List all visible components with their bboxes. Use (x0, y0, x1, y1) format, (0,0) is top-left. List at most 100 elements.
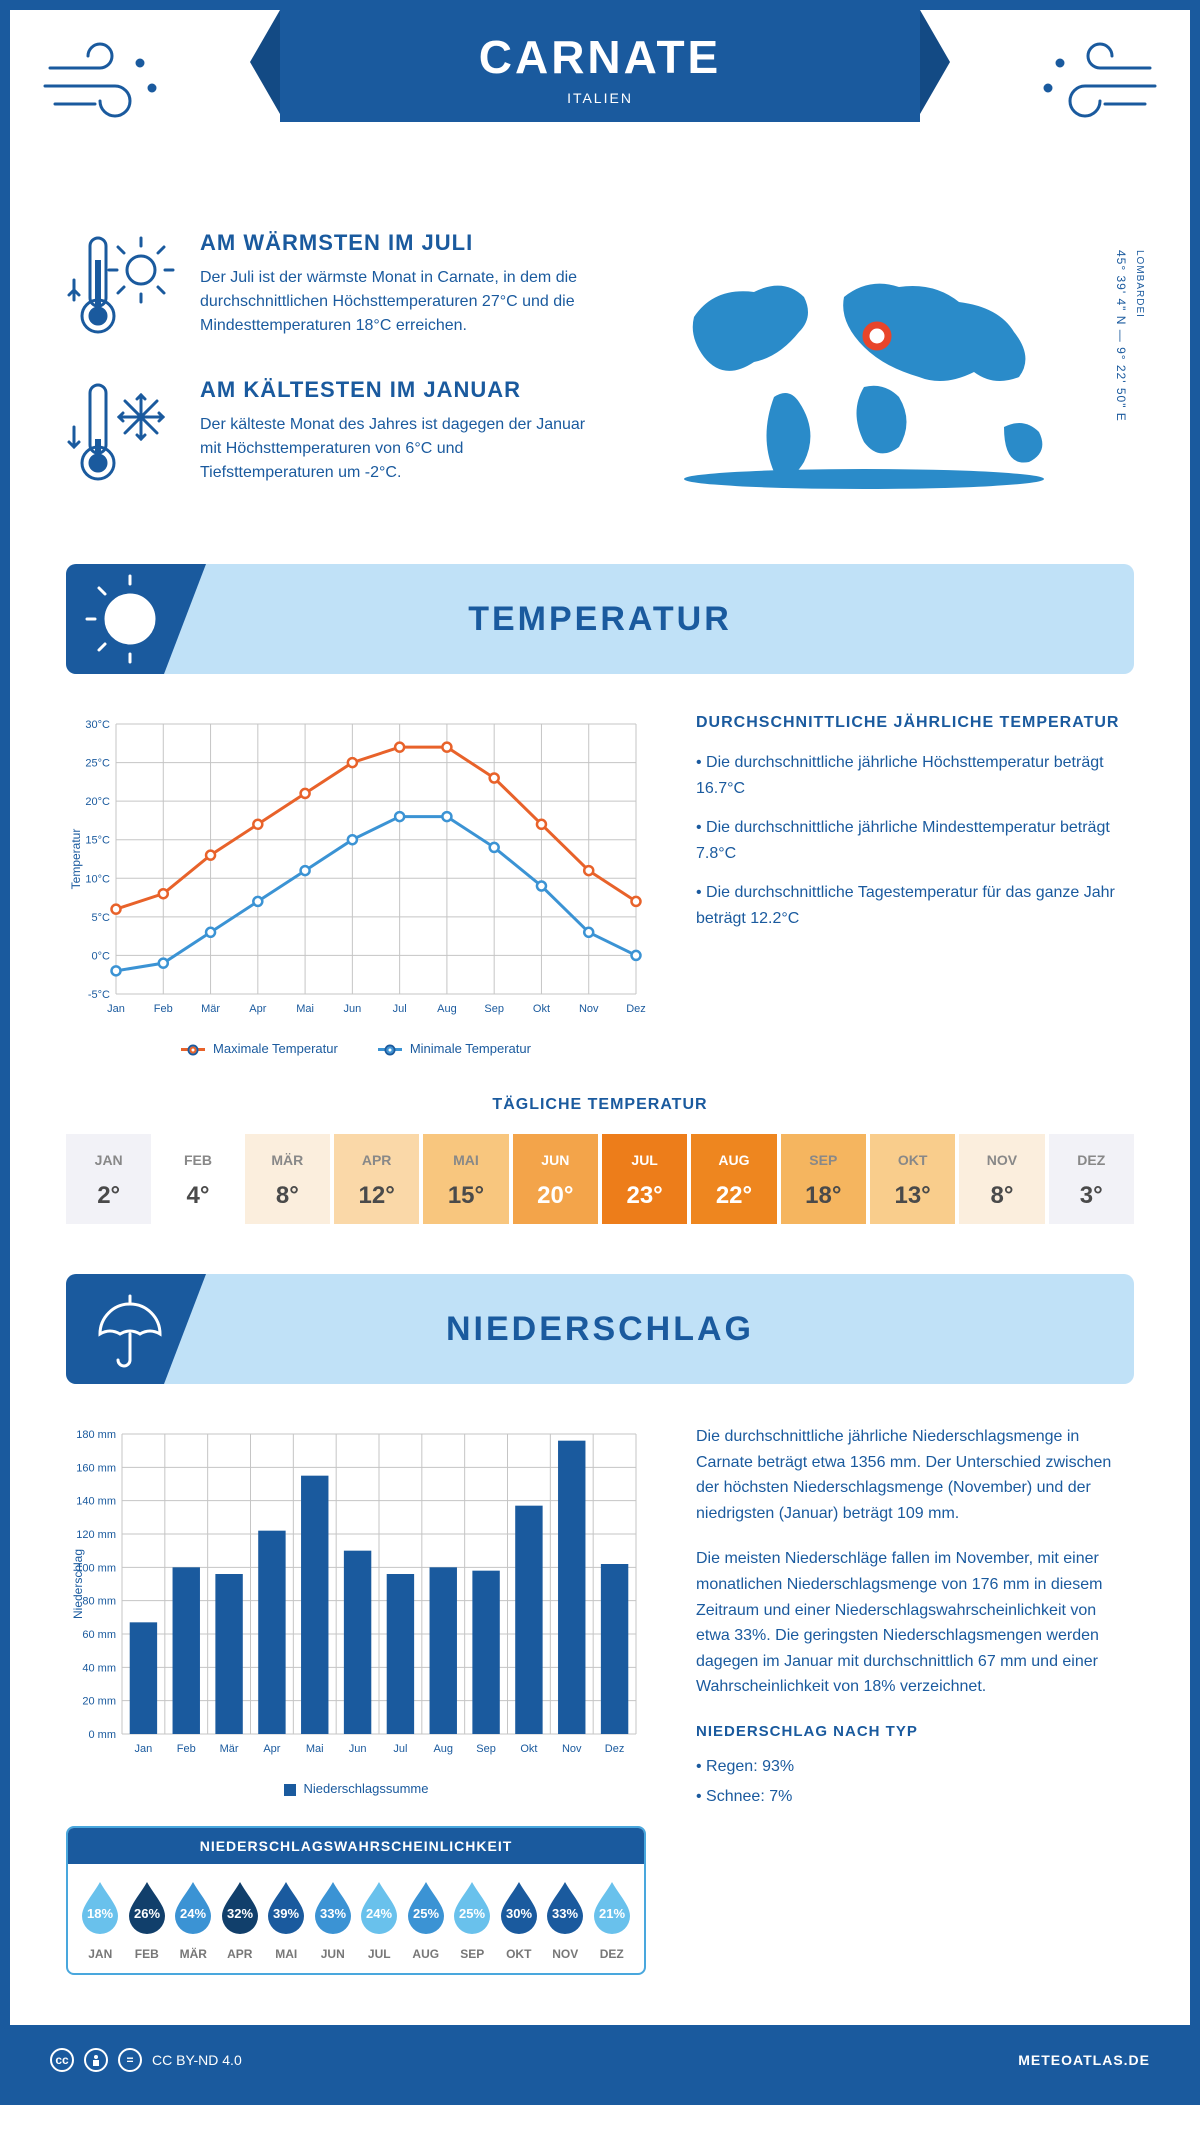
svg-text:80 mm: 80 mm (82, 1596, 116, 1608)
svg-text:Nov: Nov (562, 1743, 582, 1755)
svg-text:39%: 39% (273, 1906, 299, 1921)
precip-legend-label: Niederschlagssumme (304, 1781, 429, 1796)
svg-text:25%: 25% (459, 1906, 485, 1921)
svg-text:120 mm: 120 mm (76, 1529, 116, 1541)
prob-drop: 39%MAI (264, 1880, 309, 1961)
temperature-banner: TEMPERATUR (66, 564, 1134, 674)
svg-text:Nov: Nov (579, 1003, 599, 1015)
by-icon (84, 2048, 108, 2072)
svg-text:60 mm: 60 mm (82, 1629, 116, 1641)
temperature-line-chart: -5°C0°C5°C10°C15°C20°C25°C30°CJanFebMärA… (66, 714, 646, 1056)
prob-drop: 30%OKT (497, 1880, 542, 1961)
svg-text:Jul: Jul (393, 1003, 407, 1015)
temp-summary-title: DURCHSCHNITTLICHE JÄHRLICHE TEMPERATUR (696, 714, 1134, 732)
fact-warm-text: Der Juli ist der wärmste Monat in Carnat… (200, 266, 600, 338)
svg-text:Jun: Jun (349, 1743, 367, 1755)
daily-cell: AUG22° (691, 1134, 776, 1224)
svg-text:21%: 21% (599, 1906, 625, 1921)
prob-drop: 25%SEP (450, 1880, 495, 1961)
prob-title: NIEDERSCHLAGSWAHRSCHEINLICHKEIT (68, 1828, 644, 1864)
svg-text:25%: 25% (413, 1906, 439, 1921)
license-block: cc = CC BY-ND 4.0 (50, 2048, 242, 2072)
svg-text:33%: 33% (320, 1906, 346, 1921)
world-map: LOMBARDEI 45° 39' 4" N — 9° 22' 50" E (664, 230, 1134, 524)
fact-warm-title: AM WÄRMSTEN IM JULI (200, 230, 600, 256)
sun-icon (66, 564, 206, 674)
svg-text:Aug: Aug (433, 1743, 453, 1755)
license-text: CC BY-ND 4.0 (152, 2052, 242, 2068)
prob-drop: 33%NOV (543, 1880, 588, 1961)
prob-drop: 18%JAN (78, 1880, 123, 1961)
thermometer-hot-icon (66, 230, 176, 345)
precip-type-item: • Schnee: 7% (696, 1784, 1134, 1810)
svg-text:30%: 30% (506, 1906, 532, 1921)
page-subtitle: ITALIEN (280, 90, 920, 106)
temp-bullet: • Die durchschnittliche jährliche Höchst… (696, 750, 1134, 801)
svg-text:Apr: Apr (249, 1003, 266, 1015)
prob-drop: 26%FEB (125, 1880, 170, 1961)
svg-text:Sep: Sep (476, 1743, 496, 1755)
svg-text:32%: 32% (227, 1906, 253, 1921)
svg-text:Okt: Okt (520, 1743, 537, 1755)
header: CARNATE ITALIEN (10, 10, 1190, 190)
title-ribbon: CARNATE ITALIEN (280, 10, 920, 122)
daily-cell: DEZ3° (1049, 1134, 1134, 1224)
svg-text:Jan: Jan (135, 1743, 153, 1755)
svg-text:Apr: Apr (263, 1743, 280, 1755)
svg-text:Feb: Feb (177, 1743, 196, 1755)
svg-text:Niederschlag: Niederschlag (71, 1549, 85, 1619)
precip-probability-box: NIEDERSCHLAGSWAHRSCHEINLICHKEIT 18%JAN26… (66, 1826, 646, 1975)
footer: cc = CC BY-ND 4.0 METEOATLAS.DE (10, 2025, 1190, 2095)
daily-temp-title: TÄGLICHE TEMPERATUR (66, 1096, 1134, 1114)
svg-text:180 mm: 180 mm (76, 1429, 116, 1441)
svg-text:140 mm: 140 mm (76, 1496, 116, 1508)
svg-text:Jun: Jun (343, 1003, 361, 1015)
svg-text:Sep: Sep (484, 1003, 504, 1015)
svg-text:Jan: Jan (107, 1003, 125, 1015)
svg-text:Jul: Jul (393, 1743, 407, 1755)
svg-text:33%: 33% (552, 1906, 578, 1921)
daily-cell: SEP18° (781, 1134, 866, 1224)
svg-text:Dez: Dez (626, 1003, 646, 1015)
precip-banner: NIEDERSCHLAG (66, 1274, 1134, 1384)
site-name: METEOATLAS.DE (1018, 2052, 1150, 2068)
svg-text:24%: 24% (366, 1906, 392, 1921)
cc-icon: cc (50, 2048, 74, 2072)
precip-title: NIEDERSCHLAG (446, 1310, 754, 1349)
svg-text:Dez: Dez (605, 1743, 625, 1755)
lon-label: 9° 22' 50" E (1114, 347, 1128, 422)
prob-drop: 21%DEZ (590, 1880, 635, 1961)
svg-text:Okt: Okt (533, 1003, 550, 1015)
daily-temp-table: JAN2°FEB4°MÄR8°APR12°MAI15°JUN20°JUL23°A… (66, 1134, 1134, 1224)
precip-legend: Niederschlagssumme (66, 1781, 646, 1796)
temp-bullet: • Die durchschnittliche jährliche Mindes… (696, 815, 1134, 866)
daily-cell: JUN20° (513, 1134, 598, 1224)
precip-text-2: Die meisten Niederschläge fallen im Nove… (696, 1546, 1134, 1700)
daily-cell: MÄR8° (245, 1134, 330, 1224)
fact-coldest: AM KÄLTESTEN IM JANUAR Der kälteste Mona… (66, 377, 624, 492)
svg-text:15°C: 15°C (85, 835, 110, 847)
precip-bytype-title: NIEDERSCHLAG NACH TYP (696, 1720, 1134, 1744)
svg-text:10°C: 10°C (85, 873, 110, 885)
svg-text:Aug: Aug (437, 1003, 457, 1015)
temp-bullet: • Die durchschnittliche Tagestemperatur … (696, 880, 1134, 931)
svg-text:20°C: 20°C (85, 796, 110, 808)
svg-text:25°C: 25°C (85, 758, 110, 770)
temp-legend: Maximale TemperaturMinimale Temperatur (66, 1041, 646, 1056)
daily-cell: APR12° (334, 1134, 419, 1224)
svg-text:160 mm: 160 mm (76, 1462, 116, 1474)
svg-text:30°C: 30°C (85, 719, 110, 731)
nd-icon: = (118, 2048, 142, 2072)
svg-text:0°C: 0°C (92, 950, 111, 962)
fact-warmest: AM WÄRMSTEN IM JULI Der Juli ist der wär… (66, 230, 624, 345)
wind-icon-left (40, 38, 170, 133)
svg-text:24%: 24% (180, 1906, 206, 1921)
wind-icon-right (1030, 38, 1160, 133)
thermometer-cold-icon (66, 377, 176, 492)
svg-text:Mär: Mär (201, 1003, 220, 1015)
svg-text:Temperatur: Temperatur (69, 829, 83, 890)
prob-drop: 25%AUG (404, 1880, 449, 1961)
daily-cell: JUL23° (602, 1134, 687, 1224)
svg-text:Mai: Mai (306, 1743, 324, 1755)
fact-cold-text: Der kälteste Monat des Jahres ist dagege… (200, 413, 600, 485)
